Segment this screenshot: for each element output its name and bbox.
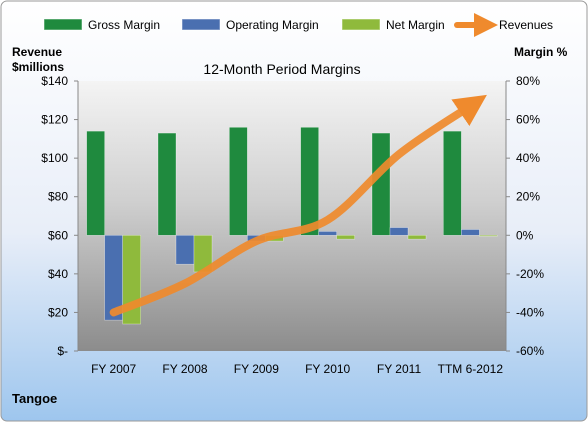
right-tick-label: -20% [516,267,544,281]
left-tick-label: $140 [41,74,68,88]
right-axis-label: Margin % [514,45,568,59]
bar-operating-margin [318,231,337,236]
category-label: TTM 6-2012 [438,362,504,376]
left-tick-label: $20 [48,305,68,319]
bar-net-margin [407,234,427,240]
bar-operating-margin [175,234,195,265]
left-tick-label: $120 [41,113,68,127]
bar-operating-margin [389,227,409,236]
left-tick-label: $60 [48,228,68,242]
bar-operating-margin [461,229,480,236]
revenue-line [109,94,487,317]
left-axis: $- $20 $40 $60 $80 $100 $120 $140 [41,74,79,358]
company-label: Tangoe [12,391,57,406]
left-tick-label: $- [57,344,68,358]
bar-gross-margin [300,126,319,236]
right-axis: -60% -40% -20% 0% 20% 40% 60% 80% [505,74,544,358]
right-tick-label: 80% [516,74,540,88]
bar-net-margin [336,234,355,240]
bar-gross-margin [86,130,105,236]
right-tick-label: 20% [516,190,540,204]
legend-label-operating-margin: Operating Margin [226,18,319,32]
category-label: FY 2007 [91,362,136,376]
legend-swatch-operating-margin [181,18,221,31]
right-tick-label: -40% [516,305,544,319]
right-tick-label: 60% [516,113,540,127]
bar-gross-margin [157,132,177,236]
bar-gross-margin [371,132,391,236]
category-label: FY 2008 [162,362,207,376]
category-axis: FY 2007 FY 2008 FY 2009 FY 2010 FY 2011 TTM 6… [91,362,503,376]
left-axis-label-line2: $millions [12,60,64,74]
category-label: FY 2010 [305,362,350,376]
chart-title: 12-Month Period Margins [203,61,360,77]
left-tick-label: $40 [48,267,68,281]
legend-label-net-margin: Net Margin [386,18,445,32]
legend-swatch-gross-margin [43,18,83,31]
left-tick-label: $100 [41,151,68,165]
legend: Gross Margin Operating Margin Net Margin Re… [43,13,553,37]
bar-net-margin [479,234,498,237]
bar-gross-margin [229,126,248,236]
category-label: FY 2011 [377,362,422,376]
left-tick-label: $80 [48,190,68,204]
bar-gross-margin [443,130,462,236]
right-tick-label: 40% [516,151,540,165]
revenue-line-group [109,94,487,317]
left-axis-label-line1: Revenue [12,45,62,59]
bars-group [86,126,498,325]
right-tick-label: 0% [516,228,534,242]
category-label: FY 2009 [234,362,279,376]
legend-label-revenues: Revenues [499,18,553,32]
right-tick-label: -60% [516,344,544,358]
legend-swatch-net-margin [341,18,381,31]
legend-label-gross-margin: Gross Margin [88,18,160,32]
